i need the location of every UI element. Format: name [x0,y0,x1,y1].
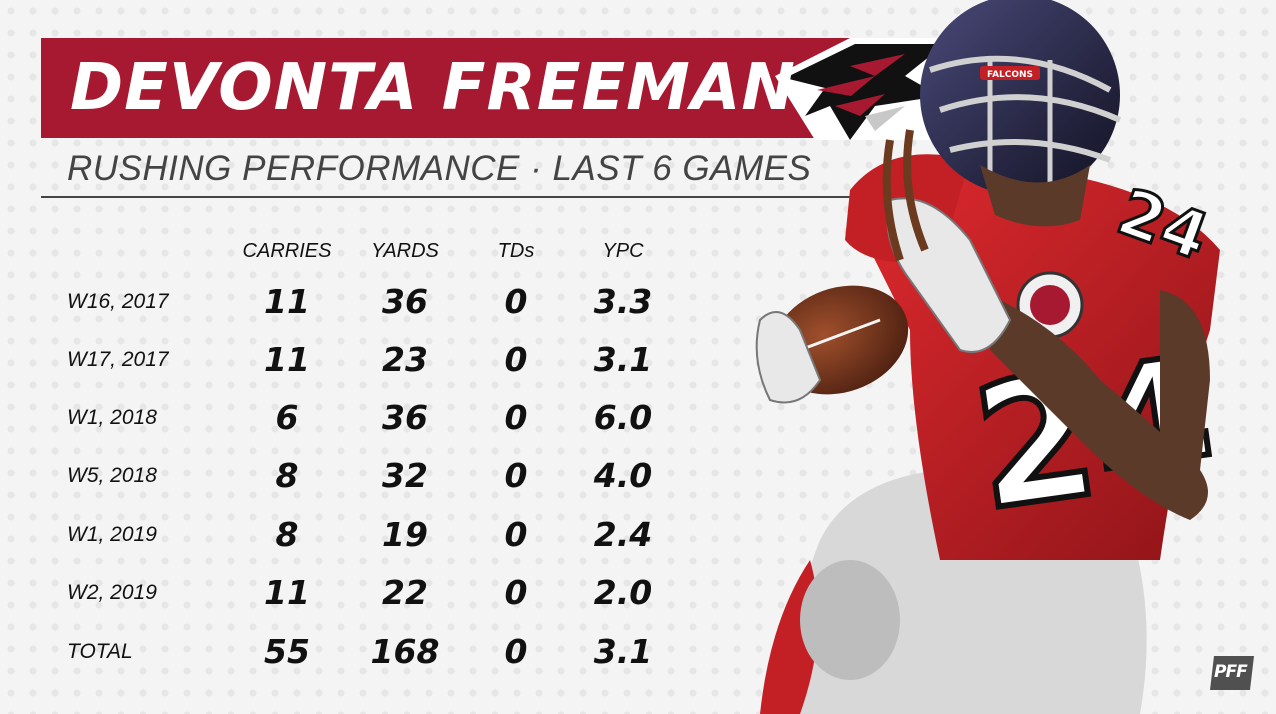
carries-value: 55 [264,632,310,671]
falcons-logo-icon [775,38,955,140]
divider [41,196,871,198]
table-row: W5, 2018 8 32 0 4.0 [0,454,720,504]
ypc-value: 6.0 [593,398,653,437]
carries-value: 8 [275,456,299,495]
table-row-total: TOTAL 55 168 0 3.1 [0,630,720,680]
row-label: TOTAL [67,640,133,663]
table-row: W1, 2019 8 19 0 2.4 [0,513,720,563]
yards-value: 36 [382,398,428,437]
ypc-value: 3.1 [593,632,653,671]
ypc-value: 2.0 [593,573,653,612]
helmet-text: FALCONS [987,70,1033,80]
tds-value: 0 [504,282,528,321]
tds-value: 0 [504,398,528,437]
row-label: W17, 2017 [67,348,169,371]
yards-value: 22 [382,573,428,612]
ypc-value: 3.1 [593,340,653,379]
column-header-tds: TDs [497,240,535,262]
row-label: W5, 2018 [67,464,157,487]
row-label: W16, 2017 [67,290,169,313]
column-header-ypc: YPC [602,240,644,262]
carries-value: 6 [275,398,299,437]
ypc-value: 2.4 [593,515,653,554]
table-row: W1, 2018 6 36 0 6.0 [0,396,720,446]
tds-value: 0 [504,515,528,554]
column-header-carries: CARRIES [242,240,332,262]
page-title: DEVONTA FREEMAN [70,51,796,125]
row-label: W2, 2019 [67,581,157,604]
pff-logo-icon [1210,656,1254,690]
player-photo: 24 24 FALCONS [755,0,1228,714]
table-row: W17, 2017 11 23 0 3.1 [0,338,720,388]
pff-logo-text: PFF [1214,662,1248,682]
tds-value: 0 [504,632,528,671]
row-label: W1, 2018 [67,406,157,429]
tds-value: 0 [504,456,528,495]
carries-value: 11 [264,282,310,321]
ypc-value: 3.3 [593,282,653,321]
yards-value: 19 [382,515,428,554]
yards-value: 23 [382,340,428,379]
row-label: W1, 2019 [67,523,157,546]
tds-value: 0 [504,340,528,379]
table-row: W16, 2017 11 36 0 3.3 [0,280,720,330]
yards-value: 32 [382,456,428,495]
carries-value: 11 [264,340,310,379]
carries-value: 8 [275,515,299,554]
page-subtitle: RUSHING PERFORMANCE · LAST 6 GAMES [67,149,812,188]
carries-value: 11 [264,573,310,612]
stats-table: CARRIES YARDS TDs YPC W16, 2017 11 36 0 … [0,240,720,680]
yards-value: 168 [370,632,440,671]
table-row: W2, 2019 11 22 0 2.0 [0,571,720,621]
yards-value: 36 [382,282,428,321]
ypc-value: 4.0 [593,456,653,495]
tds-value: 0 [504,573,528,612]
column-header-yards: YARDS [371,240,439,262]
